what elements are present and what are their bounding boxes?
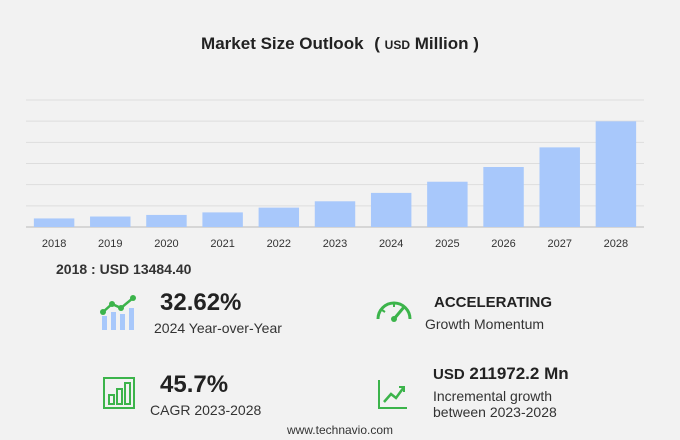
- chart-title: Market Size Outlook ( USD Million ): [0, 34, 680, 54]
- x-tick-label: 2021: [210, 238, 234, 250]
- x-tick-label: 2019: [98, 238, 122, 250]
- incremental-label-1: Incremental growth: [433, 388, 553, 404]
- x-tick-label: 2018: [42, 238, 66, 250]
- incremental-prefix: USD: [433, 366, 465, 383]
- x-tick-label: 2025: [435, 238, 459, 250]
- chart-title-unit: Million ): [410, 34, 479, 53]
- momentum-kpi: ACCELERATING: [434, 294, 552, 311]
- footer-source: www.technavio.com: [286, 423, 394, 437]
- x-tick-label: 2028: [604, 238, 628, 250]
- chart-title-unit-open: (: [374, 34, 385, 53]
- incremental-kpi-label: Incremental growth between 2023-2028: [433, 388, 557, 420]
- chart-title-unit-small: USD: [384, 38, 410, 52]
- bar-2025: [427, 181, 468, 227]
- yoy-label: 2024 Year-over-Year: [154, 320, 282, 336]
- x-tick-label: 2024: [379, 238, 403, 250]
- bar-2020: [146, 214, 187, 227]
- incremental-value: 211972.2 Mn: [464, 364, 569, 383]
- bar-2026: [483, 166, 524, 227]
- x-tick-label: 2026: [491, 238, 515, 250]
- cagr-label: CAGR 2023-2028: [150, 402, 262, 418]
- cagr-value: 45.7%: [160, 371, 229, 398]
- x-tick-label: 2023: [323, 238, 347, 250]
- incremental-kpi: USD 211972.2 Mn: [433, 364, 569, 384]
- bar-2021: [202, 212, 243, 227]
- speedometer-icon: [376, 301, 412, 322]
- yoy-kpi: 32.62%: [160, 289, 241, 317]
- x-tick-label: 2022: [267, 238, 291, 250]
- yoy-kpi-label: 2024 Year-over-Year: [154, 320, 282, 336]
- bar-2022: [258, 207, 300, 227]
- bar-2018: [33, 218, 75, 227]
- bar-chart: 2018 2019 2020 2021 2022 2023 2024 2025 2026 2027…: [26, 99, 644, 250]
- bar-2019: [90, 216, 131, 227]
- base-year-value: 2018 : USD 13484.40: [56, 261, 192, 277]
- x-tick-label: 2027: [547, 238, 571, 250]
- x-tick-label: 2020: [154, 238, 178, 250]
- line-chart-icon: [378, 380, 407, 409]
- momentum-label: Growth Momentum: [425, 316, 545, 332]
- cagr-kpi: 45.7%: [160, 371, 228, 399]
- yoy-value: 32.62%: [160, 289, 242, 316]
- bar-2023: [314, 201, 356, 227]
- momentum-value: ACCELERATING: [434, 294, 553, 311]
- bar-2027: [539, 147, 580, 227]
- bar-growth-icon: [100, 295, 136, 330]
- incremental-label-2: between 2023-2028: [433, 404, 557, 420]
- bar-2024: [370, 192, 412, 227]
- momentum-kpi-label: Growth Momentum: [425, 316, 544, 332]
- cagr-kpi-label: CAGR 2023-2028: [150, 402, 261, 418]
- bar-2028: [595, 121, 637, 227]
- bar-chart-icon: [103, 377, 135, 409]
- chart-title-main: Market Size Outlook: [201, 34, 364, 53]
